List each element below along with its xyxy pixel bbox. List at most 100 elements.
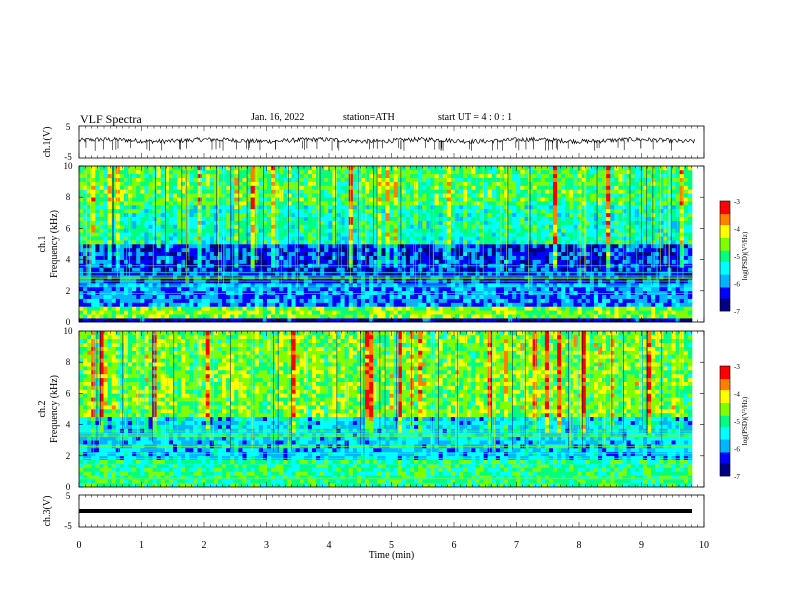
- ch1-spec-cell: [651, 236, 656, 241]
- ch1-spec-cell: [618, 298, 623, 303]
- ch1-spec-cell: [287, 208, 292, 214]
- ch1-spec-cell: [205, 251, 211, 256]
- ch1-spec-cell: [320, 286, 325, 292]
- ch1-spec-cell: [442, 255, 448, 260]
- ch1-spec-cell: [185, 244, 190, 249]
- ch1-spec-cell: [291, 314, 296, 319]
- ch1-spec-cell: [324, 228, 329, 233]
- ch1-spec-cell: [144, 224, 149, 229]
- ch1-spec-cell: [271, 259, 276, 264]
- ch1-spec-cell: [238, 216, 243, 221]
- ch1-spec-cell: [250, 259, 256, 264]
- ch1-spec-cell: [630, 302, 636, 307]
- ch1-spec-cell: [577, 259, 582, 264]
- ch1-spec-cell: [516, 306, 521, 311]
- ch1-spec-cell: [504, 240, 509, 245]
- ch1-spec-cell: [520, 271, 525, 276]
- ch1-spec-cell: [434, 318, 439, 323]
- ch1-spec-cell: [405, 294, 411, 299]
- ch1-spec-cell: [630, 251, 636, 256]
- ch1-spec-cell: [209, 216, 215, 221]
- ch1-spec-cell: [487, 201, 493, 206]
- ch1-spec-cell: [381, 310, 386, 315]
- ch1-spec-cell: [410, 306, 415, 311]
- ch1-spec-cell: [99, 228, 104, 233]
- ch1-spec-cell: [140, 251, 145, 256]
- ch1-spec-cell: [544, 310, 550, 315]
- ch1-spec-cell: [230, 290, 235, 295]
- ch1-spec-cell: [642, 306, 648, 311]
- ch1-spec-cell: [181, 240, 186, 245]
- ch1-spec-cell: [548, 251, 554, 256]
- ch1-spec-cell: [389, 197, 394, 202]
- ch1-spec-cell: [495, 267, 501, 272]
- ch1-spec-cell: [642, 271, 648, 276]
- ch1-spec-cell: [524, 228, 529, 233]
- ch1-spec-cell: [438, 255, 444, 260]
- ch1-spec-cell: [119, 236, 125, 241]
- ch1-spec-cell: [561, 271, 566, 276]
- ch1-spec-cell: [328, 224, 333, 229]
- ch1-spec-cell: [336, 314, 341, 319]
- ch1-spec-cell: [377, 228, 382, 233]
- ch1-spec-cell: [504, 259, 509, 264]
- ch1-spec-cell: [250, 247, 256, 253]
- ch1-spec-cell: [152, 205, 157, 210]
- ch1-spec-cell: [581, 314, 587, 319]
- ch1-spec-cell: [160, 259, 166, 264]
- ch1-spec-cell: [352, 224, 358, 229]
- ch1-spec-cell: [332, 232, 337, 237]
- ch1-spec-cell: [340, 240, 345, 245]
- ch1-spec-cell: [634, 314, 640, 319]
- ch1-spec-cell: [634, 255, 640, 260]
- ch1-spec-cell: [164, 228, 170, 233]
- ch1-spec-cell: [291, 294, 296, 299]
- ch1-spec-cell: [373, 244, 378, 249]
- ch1-spec-cell: [160, 310, 166, 315]
- ch1-spec-cell: [250, 286, 256, 292]
- ch1-spec-cell: [548, 205, 554, 210]
- ch1-spec-cell: [671, 310, 676, 315]
- ch1-spec-cell: [393, 247, 399, 253]
- ch1-spec-cell: [679, 298, 685, 303]
- ch1-spec-cell: [160, 224, 166, 229]
- ch1-spec-cell: [626, 201, 631, 206]
- ch1-spec-cell: [397, 224, 403, 229]
- ch1-spec-cell: [393, 212, 399, 217]
- ch1-spec-cell: [471, 294, 476, 299]
- ch1-spec-cell: [618, 236, 623, 241]
- ch1-spec-cell: [144, 212, 149, 217]
- ch1-spec-cell: [548, 244, 554, 249]
- ch1-spec-cell: [262, 244, 268, 249]
- ch1-spec-cell: [83, 240, 88, 245]
- ch1-spec-cell: [581, 302, 587, 307]
- ch1-spec-cell: [299, 294, 305, 299]
- ch1-spec-cell: [242, 208, 247, 214]
- ch1-spec-cell: [111, 205, 117, 210]
- ch1-spec-cell: [442, 290, 448, 295]
- ch1-spec-cell: [622, 251, 627, 256]
- ch1-spec-cell: [548, 228, 554, 233]
- ch1-spec-cell: [647, 255, 652, 260]
- ch1-spec-cell: [459, 247, 464, 253]
- ch1-spec-cell: [209, 232, 215, 237]
- ch1-spec-cell: [630, 247, 636, 253]
- ch1-spec-cell: [287, 232, 292, 237]
- ch1-spec-cell: [316, 271, 321, 276]
- ch1-spec-cell: [185, 193, 190, 198]
- ch1-spec-cell: [524, 236, 529, 241]
- ch1-spec-cell: [172, 208, 178, 214]
- ch1-spec-cell: [626, 240, 631, 245]
- ch1-spec-cell: [459, 201, 464, 206]
- ch1-spec-cell: [651, 318, 656, 323]
- ch1-spec-cell: [209, 251, 215, 256]
- ch1-spec-cell: [524, 271, 529, 276]
- ch1-spec-cell: [234, 208, 239, 214]
- ch1-spec-cell: [103, 267, 108, 272]
- ch1-spec-cell: [275, 271, 280, 276]
- ch1-spec-cell: [91, 298, 96, 303]
- ch1-spec-cell: [499, 267, 505, 272]
- ch1-spec-cell: [512, 251, 517, 256]
- ch1-spec-cell: [197, 255, 202, 260]
- ch1-spec-cell: [495, 302, 501, 307]
